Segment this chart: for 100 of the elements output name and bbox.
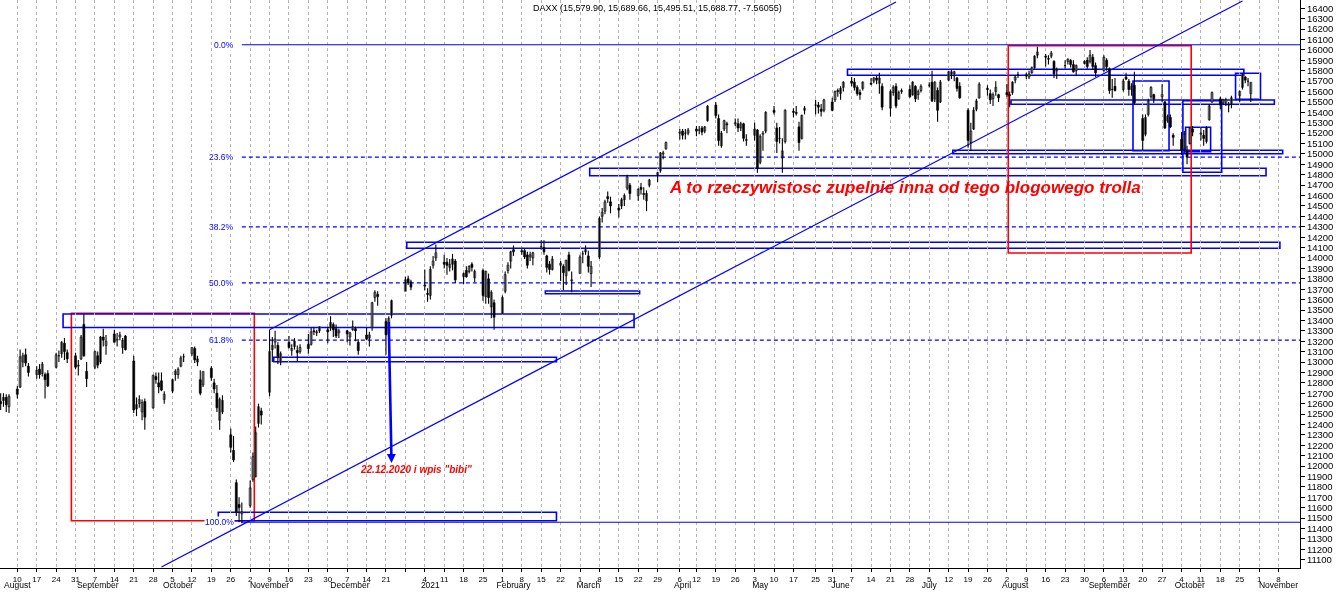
x-tick-label: 28 xyxy=(905,574,915,584)
y-tick-label: 14200 xyxy=(1306,231,1334,243)
y-tick-label: 15300 xyxy=(1306,117,1334,129)
y-tick-label: 12000 xyxy=(1306,460,1334,472)
y-tick-label: 12600 xyxy=(1306,397,1334,409)
y-tick-label: 14400 xyxy=(1306,210,1334,222)
y-tick-label: 13900 xyxy=(1306,262,1334,274)
x-tick-label: 22 xyxy=(633,574,644,584)
y-tick-label: 14600 xyxy=(1306,189,1334,201)
x-tick-label: 23 xyxy=(1060,574,1071,584)
x-tick-label: 21 xyxy=(381,574,391,584)
x-tick-label: 7 xyxy=(344,574,350,584)
y-tick-label: 12400 xyxy=(1306,418,1334,430)
x-tick-label: 14 xyxy=(362,574,372,584)
y-tick-label: 11100 xyxy=(1306,554,1332,566)
y-tick-label: 16200 xyxy=(1306,23,1334,35)
series-label: 0.0% xyxy=(214,40,234,50)
y-tick-label: 14000 xyxy=(1306,252,1334,264)
x-tick-label: 17 xyxy=(32,574,42,584)
y-tick-label: 11200 xyxy=(1306,543,1333,555)
x-tick-label: 22 xyxy=(556,574,566,584)
x-tick-label: 26 xyxy=(983,574,993,584)
x-tick-label: 9 xyxy=(267,574,273,584)
y-tick-label: 13600 xyxy=(1306,293,1334,305)
y-tick-label: 16400 xyxy=(1306,2,1334,14)
x-tick-label: 18 xyxy=(1215,574,1226,584)
y-tick-label: 12100 xyxy=(1306,449,1334,461)
y-tick-label: 12300 xyxy=(1306,429,1334,441)
x-tick-label: 21 xyxy=(129,574,139,584)
series-label: 23.6% xyxy=(209,152,234,162)
series-label: 50.0% xyxy=(209,278,234,288)
x-tick-label: 24 xyxy=(51,574,62,584)
x-tick-label: 16 xyxy=(284,574,294,584)
x-tick-label: 21 xyxy=(886,574,896,584)
x-tick-label: 10 xyxy=(769,574,780,584)
x-tick-label: 11 xyxy=(440,574,449,584)
y-tick-label: 14900 xyxy=(1306,158,1334,170)
y-tick-label: 12900 xyxy=(1306,366,1334,378)
y-tick-label: 11600 xyxy=(1306,501,1333,513)
y-tick-label: 14300 xyxy=(1306,221,1334,233)
y-tick-label: 15900 xyxy=(1306,54,1334,66)
y-tick-label: 15400 xyxy=(1306,106,1334,118)
x-tick-label: 8 xyxy=(1276,574,1282,584)
y-tick-label: 15500 xyxy=(1306,96,1334,108)
y-tick-label: 15700 xyxy=(1306,75,1334,87)
x-tick-label: 8 xyxy=(519,574,525,584)
y-tick-label: 12500 xyxy=(1306,408,1334,420)
x-tick-label: 26 xyxy=(226,574,236,584)
x-tick-label: 19 xyxy=(963,574,974,584)
x-tick-label: 12 xyxy=(691,574,702,584)
y-tick-label: 12200 xyxy=(1306,439,1334,451)
x-tick-label: 16 xyxy=(1041,574,1051,584)
y-tick-label: 15100 xyxy=(1306,137,1334,149)
y-tick-label: 14800 xyxy=(1306,169,1334,181)
y-tick-label: 13700 xyxy=(1306,283,1334,295)
x-tick-label: 19 xyxy=(206,574,217,584)
y-tick-label: 13500 xyxy=(1306,304,1334,316)
y-tick-label: 15600 xyxy=(1306,85,1334,97)
x-tick-label: 15 xyxy=(536,574,547,584)
y-tick-label: 13800 xyxy=(1306,273,1334,285)
series-label: 100.0% xyxy=(205,517,235,527)
y-tick-label: 13400 xyxy=(1306,314,1334,326)
y-tick-label: 13300 xyxy=(1306,325,1334,337)
x-tick-label: 20 xyxy=(1138,574,1148,584)
x-tick-label: 12 xyxy=(187,574,197,584)
x-tick-label: 28 xyxy=(148,574,159,584)
x-tick-label: 17 xyxy=(788,574,799,584)
x-tick-label: 18 xyxy=(459,574,469,584)
y-tick-label: 11800 xyxy=(1306,481,1333,493)
x-tick-label: 14 xyxy=(109,574,120,584)
annotation: 22.12.2020 i wpis "bibi" xyxy=(360,464,472,475)
x-tick-label: 29 xyxy=(653,574,663,584)
x-tick-label: 25 xyxy=(478,574,488,584)
x-tick-label: 14 xyxy=(866,574,877,584)
x-tick-label: 19 xyxy=(711,574,721,584)
y-tick-label: 15000 xyxy=(1306,148,1334,160)
y-tick-label: 14700 xyxy=(1306,179,1334,191)
series-label: 61.8% xyxy=(209,335,234,345)
y-tick-label: 12700 xyxy=(1306,387,1334,399)
chart-title: DAXX (15,579.90, 15,689.66, 15,495.51, 15,688.77, -7.56055) xyxy=(532,3,782,14)
x-tick-label: 23 xyxy=(303,574,314,584)
x-tick-label: 12 xyxy=(944,574,954,584)
x-tick-label: 25 xyxy=(811,574,821,584)
x-tick-label: 26 xyxy=(730,574,741,584)
y-tick-label: 14500 xyxy=(1306,200,1334,212)
y-tick-label: 11300 xyxy=(1306,533,1333,545)
y-tick-label: 14100 xyxy=(1306,241,1334,253)
x-tick-label: 30 xyxy=(1080,574,1090,584)
y-tick-label: 11900 xyxy=(1306,470,1333,482)
y-tick-label: 16300 xyxy=(1306,13,1334,25)
y-tick-label: 15800 xyxy=(1306,65,1334,77)
y-tick-label: 11400 xyxy=(1306,522,1333,534)
y-tick-label: 11700 xyxy=(1306,491,1333,503)
y-tick-label: 13200 xyxy=(1306,335,1334,347)
x-tick-label: 25 xyxy=(1235,574,1245,584)
x-tick-label: 27 xyxy=(1157,574,1168,584)
series-label: 38.2% xyxy=(209,222,234,232)
y-tick-label: 12800 xyxy=(1306,377,1334,389)
y-tick-label: 16100 xyxy=(1306,33,1334,45)
y-tick-label: 15200 xyxy=(1306,127,1334,139)
